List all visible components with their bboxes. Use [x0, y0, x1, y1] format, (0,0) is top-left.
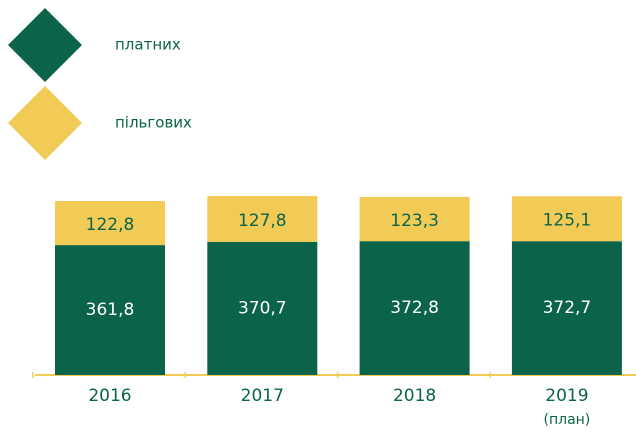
value-label: 123,3: [390, 211, 439, 231]
bar-segment: [511, 241, 622, 375]
legend-label: платних: [115, 36, 181, 54]
legend-label: пільгових: [115, 114, 192, 132]
legend-swatch: [8, 86, 82, 160]
value-label: 372,7: [543, 298, 592, 318]
value-label: 370,7: [238, 298, 287, 318]
bar-segment: [359, 241, 470, 375]
value-label: 127,8: [238, 211, 287, 231]
bar-segment: [207, 196, 318, 242]
value-label: 372,8: [390, 298, 439, 318]
x-tick-label: 2019: [545, 386, 588, 406]
x-tick-label: 2018: [393, 386, 436, 406]
bar-segment: [55, 201, 165, 246]
x-tick-label: 2017: [241, 386, 284, 406]
value-label: 122,8: [86, 215, 135, 235]
x-tick-label: 2016: [88, 386, 131, 406]
value-label: 125,1: [543, 211, 592, 231]
bar-segment: [55, 245, 165, 375]
value-label: 361,8: [86, 300, 135, 320]
bar-segment: [207, 241, 318, 375]
bar-segment: [359, 196, 470, 242]
bar-segment: [511, 196, 622, 242]
x-tick-sublabel: (план): [544, 412, 591, 428]
legend-swatch: [8, 8, 82, 82]
